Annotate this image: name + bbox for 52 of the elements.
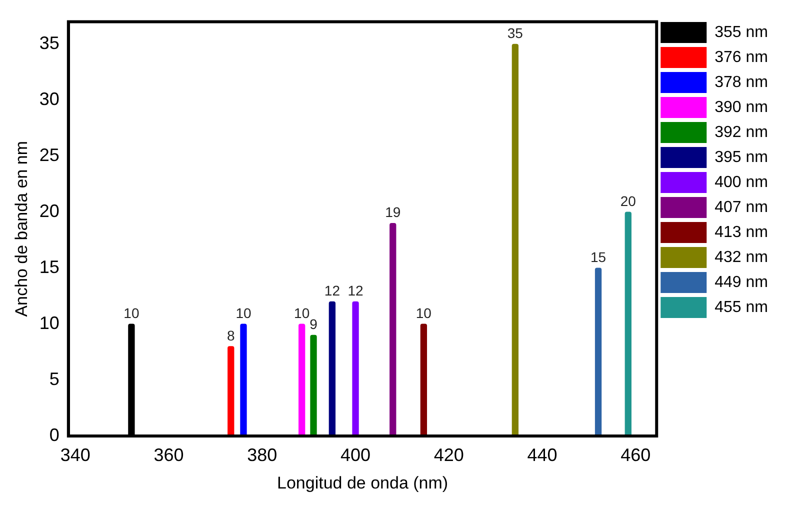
bar	[594, 268, 602, 436]
bar	[310, 334, 317, 436]
data-label: 10	[294, 304, 310, 321]
x-tick-label: 380	[247, 444, 278, 465]
legend-label: 413 nm	[714, 224, 768, 241]
x-tick-label: 400	[340, 444, 371, 465]
bar	[624, 212, 632, 436]
y-tick-label: 5	[49, 368, 60, 389]
x-tick-label: 340	[60, 444, 90, 465]
legend-label: 400 nm	[714, 174, 768, 191]
bar	[352, 301, 359, 436]
legend-label: 392 nm	[714, 124, 768, 141]
x-tick-label: 460	[620, 444, 651, 465]
data-label: 20	[620, 192, 636, 209]
bar	[240, 324, 247, 436]
x-tick-label: 440	[527, 444, 558, 465]
data-label: 8	[226, 327, 235, 344]
bar	[328, 301, 336, 436]
y-tick-label: 20	[39, 201, 60, 222]
bar	[228, 346, 234, 436]
bar	[298, 324, 306, 436]
data-label: 35	[507, 25, 524, 42]
legend-label: 455 nm	[714, 298, 768, 316]
y-tick-label: 15	[39, 257, 60, 278]
data-label: 10	[236, 304, 252, 321]
data-label: 15	[590, 248, 606, 265]
bar	[512, 44, 519, 436]
data-label: 10	[124, 304, 140, 321]
legend-label: 395 nm	[714, 148, 768, 166]
x-tick-label: 420	[434, 444, 464, 465]
bar	[390, 222, 396, 436]
y-axis-title: Ancho de banda en nm	[12, 140, 31, 317]
legend-label: 432 nm	[714, 248, 768, 266]
data-label: 9	[310, 316, 318, 332]
y-tick-label: 25	[39, 145, 60, 166]
data-label: 12	[324, 282, 340, 299]
x-axis-title: Longitud de onda (nm)	[276, 473, 448, 492]
y-tick-label: 30	[39, 89, 60, 110]
data-label: 10	[416, 304, 432, 321]
legend-label: 378 nm	[714, 74, 768, 91]
x-tick-label: 360	[154, 444, 184, 465]
legend-label: 449 nm	[714, 274, 768, 291]
data-label: 19	[385, 204, 401, 220]
bar	[420, 324, 428, 436]
legend-label: 376 nm	[714, 48, 768, 66]
data-label: 12	[348, 282, 364, 299]
y-tick-label: 0	[49, 424, 60, 445]
y-tick-label: 10	[39, 313, 60, 334]
legend-label: 390 nm	[714, 98, 768, 116]
legend-label: 407 nm	[714, 198, 768, 216]
y-tick-label: 35	[39, 33, 60, 54]
legend-label: 355 nm	[714, 24, 768, 41]
